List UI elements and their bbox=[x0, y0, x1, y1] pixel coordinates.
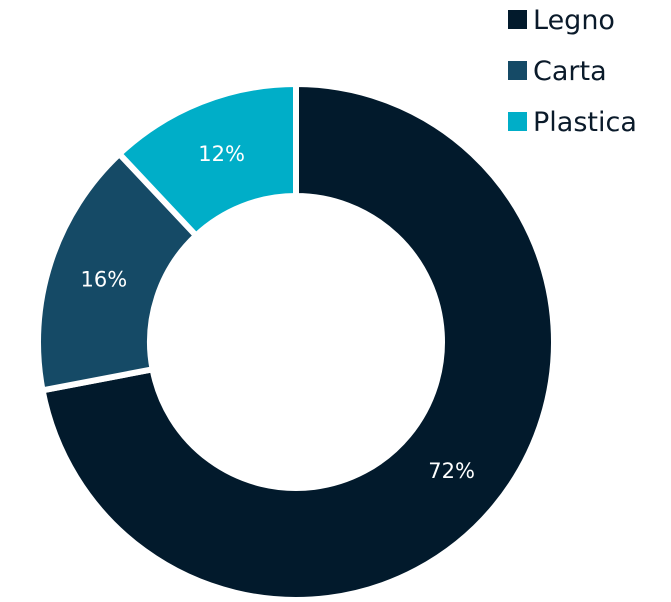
slice-carta bbox=[35, 149, 201, 394]
slice-label-legno: 72% bbox=[428, 459, 475, 483]
slice-label-carta: 16% bbox=[81, 268, 128, 292]
donut-slices bbox=[35, 80, 557, 602]
slice-label-plastica: 12% bbox=[198, 142, 245, 166]
legend: Legno Carta Plastica bbox=[508, 5, 637, 138]
legend-label-plastica: Plastica bbox=[533, 107, 637, 138]
slice-plastica bbox=[115, 80, 299, 240]
legend-swatch-carta bbox=[508, 61, 527, 80]
legend-label-legno: Legno bbox=[533, 5, 615, 36]
legend-swatch-legno bbox=[508, 10, 527, 29]
legend-swatch-plastica bbox=[508, 112, 527, 131]
legend-label-carta: Carta bbox=[533, 56, 607, 87]
slice-legno bbox=[39, 80, 557, 602]
slice-labels: 72% 16% 12% bbox=[81, 142, 475, 483]
